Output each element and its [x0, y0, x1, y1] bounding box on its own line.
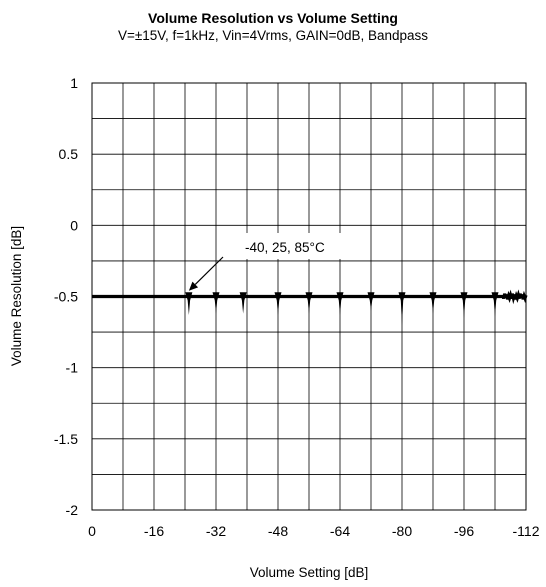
- x-axis-title: Volume Setting [dB]: [250, 565, 369, 580]
- x-tick-labels: 0 -16 -32 -48 -64 -80 -96 -112: [88, 523, 540, 539]
- series-spike: [429, 292, 437, 314]
- y-tick-label: -1.5: [54, 431, 78, 447]
- series-spike: [491, 292, 499, 317]
- series-spike: [460, 292, 468, 318]
- y-tick-label: 0.5: [59, 146, 79, 162]
- x-tick-label: -32: [206, 523, 226, 539]
- annotation-box: [240, 233, 344, 259]
- x-tick-label: -64: [330, 523, 350, 539]
- annotation-layer: -40, 25, 85°C: [188, 233, 344, 291]
- series-spike: [398, 292, 406, 325]
- y-tick-label: -1: [66, 360, 79, 376]
- x-tick-label: -48: [268, 523, 288, 539]
- annotation-arrow-line: [194, 256, 224, 285]
- series-spike: [305, 292, 313, 314]
- annotation-arrow-head: [188, 281, 199, 291]
- y-tick-label: 1: [70, 75, 78, 91]
- x-tick-label: -16: [144, 523, 164, 539]
- series-spike: [336, 292, 344, 316]
- chart-title: Volume Resolution vs Volume Setting: [148, 10, 398, 26]
- series-spike: [274, 292, 282, 316]
- series-spike: [367, 292, 375, 311]
- y-tick-label: 0: [70, 217, 78, 233]
- y-tick-label: -0.5: [54, 289, 78, 305]
- y-axis-title: Volume Resolution [dB]: [9, 226, 24, 366]
- x-tick-label: -80: [392, 523, 412, 539]
- series-spike: [239, 292, 247, 314]
- series-layer: [92, 289, 528, 325]
- x-tick-label: -96: [454, 523, 474, 539]
- chart-subtitle: V=±15V, f=1kHz, Vin=4Vrms, GAIN=0dB, Ban…: [117, 28, 429, 43]
- series-spike: [185, 292, 193, 316]
- y-tick-labels: 1 0.5 0 -0.5 -1 -1.5 -2: [54, 75, 78, 518]
- x-tick-label: -112: [513, 523, 540, 539]
- series-spike: [212, 292, 220, 314]
- annotation-label: -40, 25, 85°C: [245, 240, 325, 255]
- y-tick-label: -2: [66, 502, 79, 518]
- x-tick-label: 0: [88, 523, 96, 539]
